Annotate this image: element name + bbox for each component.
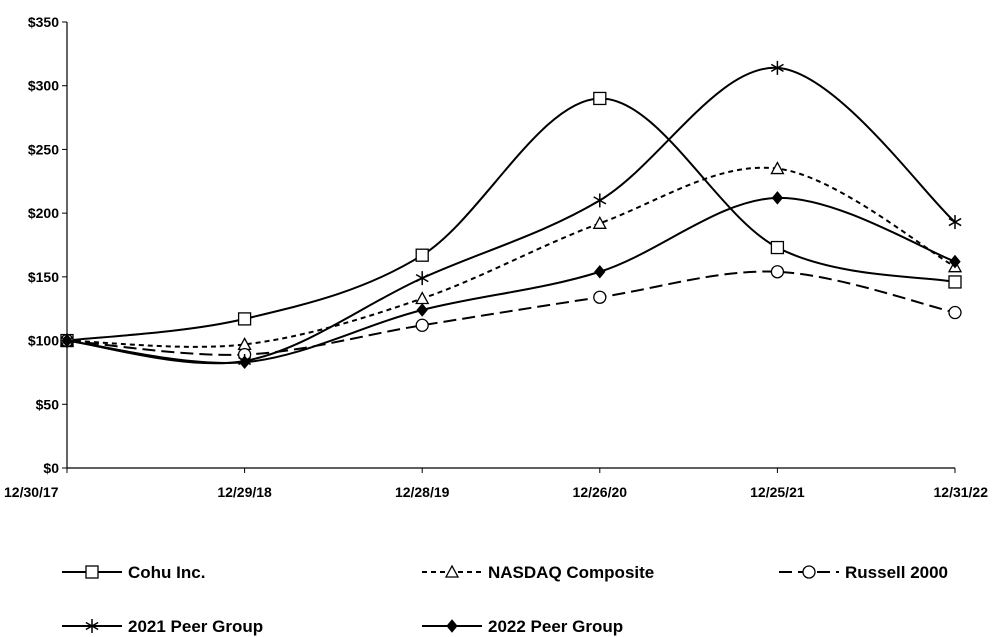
- series-line: [66, 66, 956, 365]
- legend-marker: [802, 565, 816, 579]
- data-point: [948, 215, 962, 230]
- legend-marker: [446, 619, 458, 633]
- x-tick-label: 12/25/21: [750, 484, 805, 500]
- x-tick-label: 12/28/19: [395, 484, 450, 500]
- y-tick-label: $300: [28, 78, 59, 94]
- legend-label: Cohu Inc.: [128, 563, 205, 582]
- series-line: [66, 270, 956, 356]
- data-point: [593, 290, 607, 304]
- data-point: [592, 215, 607, 229]
- legend-item-nasdaq-composite: NASDAQ Composite: [422, 563, 654, 582]
- asterisk-stroke: [593, 196, 607, 205]
- legend-item-cohu-inc: Cohu Inc.: [62, 563, 205, 582]
- y-tick-label: $0: [43, 460, 59, 476]
- x-tick-label: 12/26/20: [573, 484, 628, 500]
- legend-item-2021-peer-group: 2021 Peer Group: [62, 617, 263, 636]
- y-tick-label: $150: [28, 269, 59, 285]
- data-point: [238, 355, 251, 370]
- data-point: [593, 91, 607, 106]
- series-line: [66, 196, 956, 364]
- data-point: [415, 248, 429, 262]
- legend-label: 2022 Peer Group: [488, 617, 623, 636]
- data-point: [948, 305, 962, 320]
- asterisk-stroke: [770, 63, 784, 73]
- data-point: [770, 60, 784, 75]
- data-point: [416, 303, 428, 317]
- series-cohu-inc: [60, 91, 962, 348]
- axes: $0 $50 $100 $150 $200 $250 $300 $350 12/30/17 12/…: [4, 14, 988, 500]
- data-point: [770, 161, 785, 175]
- x-tick-label: 12/30/17: [4, 484, 59, 500]
- data-point: [594, 264, 606, 279]
- x-tick-label: 12/29/18: [217, 484, 272, 500]
- data-point: [948, 275, 962, 289]
- y-tick-label: $50: [36, 396, 60, 412]
- data-point: [415, 318, 429, 332]
- x-tick-label: 12/31/22: [934, 484, 989, 500]
- legend-label: Russell 2000: [845, 563, 948, 582]
- data-point: [237, 312, 252, 326]
- series-line: [66, 97, 956, 342]
- series-2022-peer-group: [61, 191, 961, 370]
- data-point: [415, 271, 429, 286]
- data-point: [771, 191, 784, 205]
- legend-item-russell-2000: Russell 2000: [779, 563, 948, 582]
- legend: Cohu Inc. NASDAQ Composite Russell 2000 202…: [62, 563, 948, 636]
- data-point: [949, 254, 961, 269]
- data-point: [61, 333, 73, 348]
- series-layer: [59, 60, 963, 370]
- legend-marker: [85, 565, 99, 579]
- y-tick-label: $100: [28, 333, 59, 349]
- asterisk-stroke: [415, 273, 429, 283]
- legend-label: 2021 Peer Group: [128, 617, 263, 636]
- y-tick-label: $350: [28, 14, 59, 30]
- series-2021-peer-group: [60, 60, 962, 368]
- data-point: [770, 265, 785, 279]
- data-point: [415, 291, 430, 305]
- legend-marker: [85, 619, 99, 633]
- y-tick-label: $250: [28, 141, 59, 157]
- asterisk-stroke: [948, 217, 962, 227]
- legend-item-2022-peer-group: 2022 Peer Group: [422, 617, 623, 636]
- legend-marker: [444, 564, 460, 578]
- y-tick-label: $200: [28, 205, 59, 221]
- series-nasdaq-composite: [59, 161, 963, 351]
- legend-label: NASDAQ Composite: [488, 563, 654, 582]
- data-point: [593, 193, 607, 208]
- series-line: [66, 166, 956, 348]
- data-point: [770, 240, 785, 255]
- asterisk-stroke: [85, 621, 99, 631]
